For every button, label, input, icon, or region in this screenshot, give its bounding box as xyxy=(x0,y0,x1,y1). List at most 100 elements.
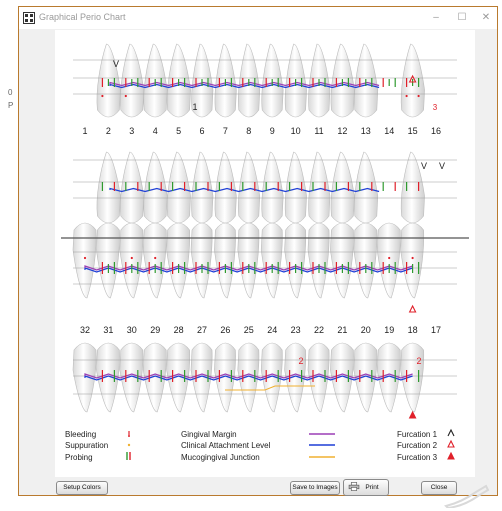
tooth-r1-c5 xyxy=(191,151,214,224)
title-bar: Graphical Perio Chart – ☐ ✕ xyxy=(19,7,497,29)
tooth-r3-c8 xyxy=(260,342,283,413)
tooth-number-15: 15 xyxy=(408,126,418,136)
legend-probing: Probing xyxy=(65,453,93,462)
app-grid-icon xyxy=(23,12,35,24)
tooth-number-5: 5 xyxy=(176,126,181,136)
edge-text-bottom: P xyxy=(8,101,14,110)
tooth-r1-c6 xyxy=(214,151,237,224)
tooth-r2-c4 xyxy=(166,222,191,299)
tooth-number-28: 28 xyxy=(174,325,184,335)
cal-line xyxy=(109,187,380,193)
pen-watermark-icon xyxy=(444,484,490,508)
furcation-3-icon xyxy=(447,451,455,460)
legend-suppuration-mark xyxy=(127,443,131,447)
tooth-number-29: 29 xyxy=(150,325,160,335)
bleeding-dot xyxy=(417,94,420,98)
legend-furcation-2: Furcation 2 xyxy=(397,441,438,450)
perio-chart-window: Graphical Perio Chart – ☐ ✕ 1 xyxy=(18,6,498,496)
tooth-r1-c4 xyxy=(166,151,191,224)
legend-mucogingival-junction: Mucogingival Junction xyxy=(181,453,260,462)
tooth-r2-c6 xyxy=(214,222,236,299)
perio-chart-canvas: 1 3 2 2 V V V 1 2 3 4 5 6 7 8 9 10 11 12 13 14 15 16 32 3… xyxy=(55,30,475,477)
tooth-number-27: 27 xyxy=(197,325,207,335)
gingival-margin-line xyxy=(109,81,380,87)
tooth-r2-c0 xyxy=(72,222,97,299)
tooth-number-16: 16 xyxy=(431,126,441,136)
tooth-number-21: 21 xyxy=(337,325,347,335)
tooth-r2-c14 xyxy=(400,222,425,299)
tooth-r1-c8 xyxy=(261,151,284,224)
furcation-1-marker: V xyxy=(113,59,119,69)
tooth-number-24: 24 xyxy=(267,325,277,335)
tooth-number-17: 17 xyxy=(431,325,441,335)
legend-clinical-attachment-level: Clinical Attachment Level xyxy=(181,441,271,450)
legend-furcation-1: Furcation 1 xyxy=(397,430,438,439)
tooth-number-7: 7 xyxy=(223,126,228,136)
legend-furcation-3: Furcation 3 xyxy=(397,453,438,462)
legend-gingival-margin: Gingival Margin xyxy=(181,430,237,439)
print-button[interactable]: Print xyxy=(343,479,389,496)
tooth-number-30: 30 xyxy=(127,325,137,335)
tooth-number-4: 4 xyxy=(153,126,158,136)
tooth-number-25: 25 xyxy=(244,325,254,335)
tooth-r1-c1 xyxy=(96,151,121,224)
furcation-2-marker xyxy=(408,304,417,313)
setup-colors-button[interactable]: Setup Colors xyxy=(56,481,108,495)
tooth-number-6: 6 xyxy=(199,126,204,136)
bleeding-dot xyxy=(83,256,87,260)
bleeding-dot xyxy=(405,94,408,98)
tooth-number-10: 10 xyxy=(291,126,301,136)
tooth-number-1: 1 xyxy=(82,126,87,136)
mgj-line xyxy=(225,385,315,391)
lower-lingual-annotation-right: 2 xyxy=(416,356,421,366)
upper-buccal-annotation: 1 xyxy=(192,102,197,112)
maximize-button[interactable]: ☐ xyxy=(457,12,467,23)
tooth-r2-c1 xyxy=(96,222,120,299)
tooth-number-23: 23 xyxy=(291,325,301,335)
tooth-r3-c10 xyxy=(307,342,330,413)
tooth-r3-c5 xyxy=(190,342,213,413)
tooth-r2-c3 xyxy=(142,222,167,299)
cal-line xyxy=(109,83,380,89)
bleeding-dot xyxy=(101,94,104,98)
tooth-r2-c12 xyxy=(353,222,378,299)
tooth-number-2: 2 xyxy=(106,126,111,136)
tooth-r3-c6 xyxy=(214,342,236,413)
minimize-button[interactable]: – xyxy=(433,12,439,23)
bleeding-dot xyxy=(130,256,133,260)
tooth-number-20: 20 xyxy=(361,325,371,335)
legend-suppuration: Suppuration xyxy=(65,441,108,450)
tooth-r3-c9 xyxy=(284,342,307,413)
save-to-images-button[interactable]: Save to Images xyxy=(290,481,340,495)
tooth-number-18: 18 xyxy=(408,325,418,335)
close-button[interactable]: Close xyxy=(421,481,457,495)
furcation-2-icon xyxy=(447,439,455,448)
tooth-r1-c3 xyxy=(143,151,168,224)
tooth-number-26: 26 xyxy=(220,325,230,335)
tooth-number-31: 31 xyxy=(103,325,113,335)
furcation-1-marker: V xyxy=(421,161,427,171)
tooth-number-14: 14 xyxy=(384,126,394,136)
tooth-number-3: 3 xyxy=(129,126,134,136)
tooth-r3-c7 xyxy=(237,342,260,413)
tooth-number-19: 19 xyxy=(384,325,394,335)
tooth-r1-c10 xyxy=(308,151,331,224)
window-title: Graphical Perio Chart xyxy=(39,12,126,22)
furcation-1-icon xyxy=(447,428,455,437)
legend-bleeding-dot xyxy=(128,435,130,437)
tooth-number-12: 12 xyxy=(337,126,347,136)
tooth-r2-c10 xyxy=(307,222,330,299)
close-window-button[interactable]: ✕ xyxy=(481,12,491,23)
bleeding-dot xyxy=(154,256,157,260)
bleeding-dot xyxy=(388,256,391,260)
bleeding-dot xyxy=(411,256,414,260)
tooth-r2-c2 xyxy=(119,222,144,299)
tooth-number-32: 32 xyxy=(80,325,90,335)
edge-text-top: 0 xyxy=(8,88,13,97)
tooth-number-8: 8 xyxy=(246,126,251,136)
tooth-number-22: 22 xyxy=(314,325,324,335)
bleeding-dot xyxy=(124,94,127,98)
lower-lingual-annotation-center: 2 xyxy=(298,356,303,366)
